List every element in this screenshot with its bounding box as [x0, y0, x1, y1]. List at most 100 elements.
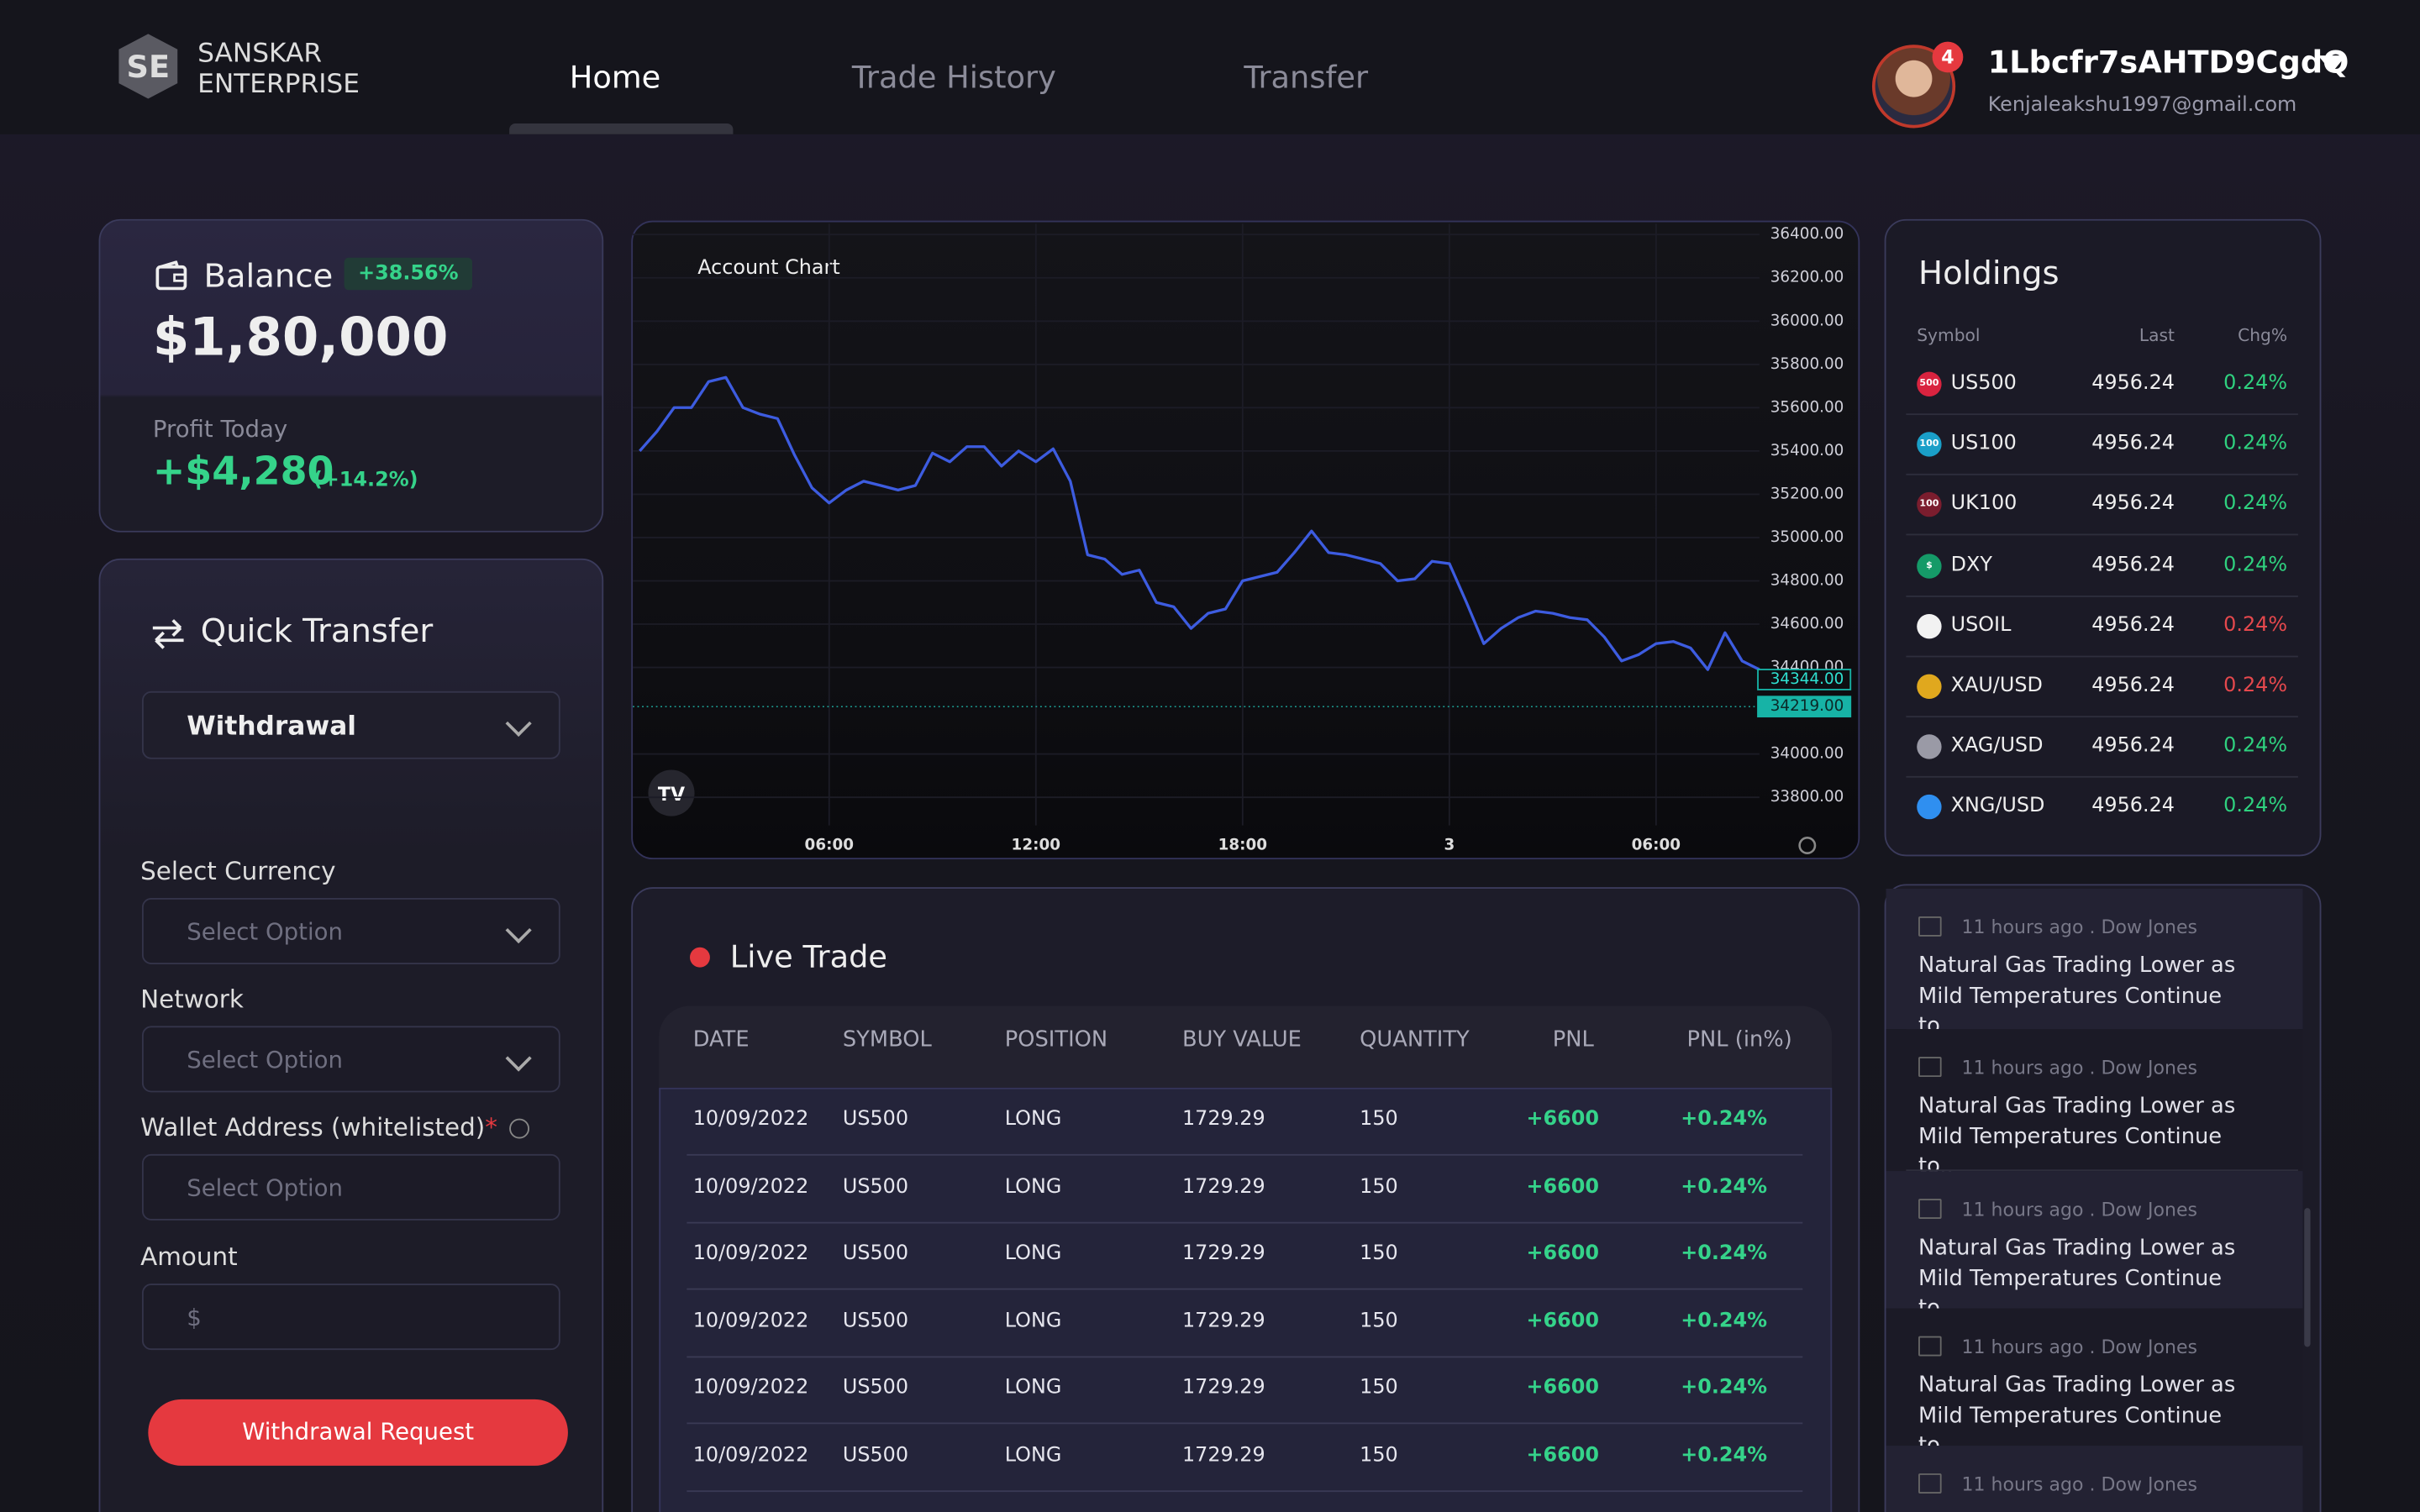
news-scrollbar[interactable] [2304, 1208, 2311, 1347]
news-item[interactable] [1886, 888, 2303, 1030]
y-tick-label: 35600.00 [1770, 398, 1844, 416]
info-icon[interactable] [509, 1118, 530, 1139]
news-time: 11 hours ago . Dow Jones [1961, 1199, 2198, 1221]
table-body-bg [659, 1087, 1833, 1512]
symbol: XAU/USD [1950, 674, 2043, 698]
news-headline: Natural Gas Trading Lower as Mild Temper… [1918, 1236, 2236, 1320]
symbol-icon [1917, 674, 1942, 700]
x-tick-label: 3 [1444, 837, 1455, 854]
symbol: US500 [1950, 371, 2017, 396]
field-input[interactable]: Select Option [141, 1153, 560, 1221]
holding-row[interactable] [1906, 354, 2298, 416]
table-cell: +0.24% [1681, 1242, 1768, 1266]
table-column-header: DATE [692, 1027, 750, 1053]
table-cell: +6600 [1526, 1377, 1600, 1400]
x-tick-label: 06:00 [1632, 837, 1681, 854]
brand-line1: SANSKAR [197, 38, 323, 70]
field-label: Network [140, 984, 244, 1014]
profit-percent: (+14.2%) [313, 469, 418, 492]
news-item[interactable] [1886, 1029, 2303, 1170]
logo-icon: SE [118, 34, 178, 99]
table-cell: LONG [1004, 1174, 1062, 1199]
table-cell: +6600 [1526, 1242, 1600, 1266]
transfer-type-select[interactable]: Withdrawal [141, 690, 560, 759]
symbol: DXY [1950, 553, 1992, 577]
news-divider [1906, 1169, 2298, 1172]
symbol-icon: $ [1917, 553, 1942, 579]
chevron [505, 710, 532, 738]
table-cell: +0.24% [1681, 1174, 1768, 1199]
table-row-divider [687, 1289, 1803, 1290]
price-tag-label: 34344.00 [1770, 670, 1844, 688]
y-tick-label: 36400.00 [1770, 225, 1844, 243]
field-input[interactable]: $ [141, 1284, 560, 1351]
transfer-type: Withdrawal [187, 711, 356, 743]
table-cell: 10/09/2022 [692, 1444, 809, 1467]
holding-row[interactable] [1906, 415, 2298, 476]
change: 0.24% [2223, 795, 2288, 819]
change: 0.24% [2223, 492, 2288, 517]
holding-row[interactable] [1906, 536, 2298, 597]
profit-value: +$4,280 [152, 449, 334, 494]
symbol-icon: 100 [1917, 492, 1942, 518]
last-price: 4956.24 [2091, 492, 2175, 517]
change: 0.24% [2223, 553, 2288, 577]
user-menu-caret[interactable] [2317, 55, 2346, 73]
field-input[interactable]: Select Option [141, 897, 560, 964]
symbol-icon [1917, 795, 1942, 821]
svg-text:SE: SE [127, 49, 171, 85]
y-tick-label: 34800.00 [1770, 571, 1844, 589]
table-cell: LONG [1004, 1377, 1062, 1400]
field-input[interactable]: Select Option [141, 1026, 560, 1093]
table-cell: 1729.29 [1181, 1174, 1265, 1199]
y-tick-label: 35000.00 [1770, 528, 1844, 546]
table-header-bg [659, 1005, 1833, 1088]
news-icon [1918, 1473, 1942, 1494]
nav-transfer[interactable]: Transfer [1244, 58, 1369, 96]
price-line [639, 375, 1760, 671]
table-cell: +6600 [1526, 1174, 1600, 1199]
holding-row[interactable] [1906, 475, 2298, 537]
table-cell: 1729.29 [1181, 1377, 1265, 1400]
last-price: 4956.24 [2091, 553, 2175, 577]
table-cell: 150 [1360, 1310, 1398, 1333]
y-tick-label: 34600.00 [1770, 615, 1844, 633]
withdrawal-button[interactable]: Withdrawal Request [148, 1399, 568, 1466]
symbol: UK100 [1950, 492, 2018, 517]
news-item[interactable] [1886, 1171, 2303, 1312]
table-cell: US500 [842, 1107, 909, 1131]
holding-row[interactable] [1906, 657, 2298, 718]
table-cell: 10/09/2022 [692, 1310, 809, 1333]
user-name[interactable]: 1Lbcfr7sAHTD9CgdQ [1987, 43, 2349, 81]
symbol-icon [1917, 613, 1942, 639]
change: 0.24% [2223, 371, 2288, 396]
tv-logo-mark: TV [658, 785, 685, 806]
table-cell: 150 [1360, 1377, 1398, 1400]
placeholder: $ [187, 1304, 202, 1332]
holding-row[interactable] [1906, 717, 2298, 779]
nav-trade-history[interactable]: Trade History [851, 58, 1056, 96]
y-tick-label: 35400.00 [1770, 442, 1844, 459]
change: 0.24% [2223, 734, 2288, 759]
price-tag-label: 34219.00 [1770, 697, 1844, 715]
brand-line2: ENTERPRISE [197, 69, 360, 101]
table-cell: 10/09/2022 [692, 1242, 809, 1266]
change: 0.24% [2223, 674, 2288, 698]
table-cell: US500 [842, 1377, 909, 1400]
holding-row[interactable] [1906, 596, 2298, 658]
eye-icon [1798, 837, 1817, 855]
table-cell: 1729.29 [1181, 1107, 1265, 1131]
table-cell: LONG [1004, 1310, 1062, 1333]
table-cell: +6600 [1526, 1310, 1600, 1333]
table-column-header: PNL [1552, 1027, 1594, 1053]
news-item[interactable] [1886, 1446, 2303, 1512]
chart-title: Account Chart [697, 255, 839, 279]
news-item[interactable] [1886, 1308, 2303, 1449]
chart-card [631, 220, 1860, 860]
table-row-divider [687, 1423, 1803, 1425]
user-email: Kenjaleakshu1997@gmail.com [1987, 94, 2297, 118]
wallet-icon [155, 260, 187, 291]
holdings-column-header: Symbol [1917, 325, 1981, 346]
nav-home[interactable]: Home [569, 58, 661, 96]
